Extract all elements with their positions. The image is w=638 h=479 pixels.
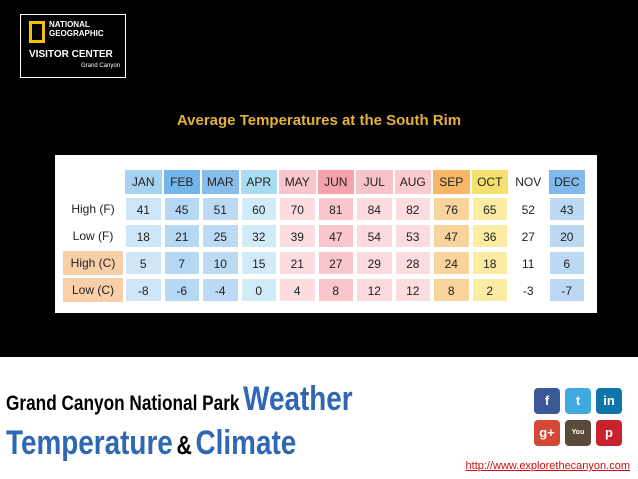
footer-text: Climate [195, 424, 297, 462]
footer-line: Grand Canyon National Park Weather [6, 380, 353, 419]
table-cell: 12 [356, 278, 393, 302]
title: Average Temperatures at the South Rim [176, 112, 462, 129]
column-header: JAN [125, 170, 162, 194]
row-label: High (C) [63, 251, 123, 275]
logo: NATIONAL GEOGRAPHIC VISITOR CENTER Grand… [20, 14, 126, 78]
table-cell: -8 [125, 278, 162, 302]
logo-text: NATIONAL [49, 20, 90, 29]
table-cell: 76 [433, 197, 470, 221]
table-cell: 39 [279, 224, 316, 248]
table-cell: 27 [317, 251, 354, 275]
logo-text: VISITOR CENTER [29, 49, 113, 60]
column-header: FEB [163, 170, 200, 194]
table-cell: 53 [394, 224, 431, 248]
column-header: DEC [548, 170, 585, 194]
column-header: MAR [202, 170, 239, 194]
social-icon: p [596, 420, 622, 446]
column-header: JUN [317, 170, 354, 194]
footer-text: Temperature [6, 424, 173, 462]
column-header: JUL [356, 170, 393, 194]
social-icon: t [565, 388, 591, 414]
table-cell: 54 [356, 224, 393, 248]
table-cell: -4 [202, 278, 239, 302]
table-cell: -3 [510, 278, 547, 302]
column-header: APR [240, 170, 277, 194]
table-cell: 24 [433, 251, 470, 275]
logo-text: Grand Canyon [81, 63, 121, 69]
table-cell: 0 [240, 278, 277, 302]
footer-text: Weather [243, 380, 353, 418]
table-cell: 6 [548, 251, 585, 275]
table-cell: 41 [125, 197, 162, 221]
table-cell: 84 [356, 197, 393, 221]
table-cell: 70 [279, 197, 316, 221]
table-cell: 8 [433, 278, 470, 302]
table-cell: 51 [202, 197, 239, 221]
footer-text: Grand Canyon National Park [6, 392, 240, 415]
table-cell: 4 [279, 278, 316, 302]
table-cell: 47 [433, 224, 470, 248]
table-cell: 18 [471, 251, 508, 275]
social-icon: You Tube [565, 420, 591, 446]
table-cell: -7 [548, 278, 585, 302]
footer-line: Temperature & Climate [6, 424, 296, 463]
table-cell: 25 [202, 224, 239, 248]
row-label: Low (F) [63, 224, 123, 248]
column-header: SEP [433, 170, 470, 194]
table-cell: 43 [548, 197, 585, 221]
column-header: NOV [510, 170, 547, 194]
table-cell: 36 [471, 224, 508, 248]
table-cell: 11 [510, 251, 547, 275]
table-cell: 21 [163, 224, 200, 248]
table-cell: 15 [240, 251, 277, 275]
table-cell: 10 [202, 251, 239, 275]
column-header: MAY [279, 170, 316, 194]
table-cell: 32 [240, 224, 277, 248]
social-icon: f [534, 388, 560, 414]
table-cell: 5 [125, 251, 162, 275]
social-icon: g+ [534, 420, 560, 446]
logo-text: GEOGRAPHIC [49, 29, 104, 38]
footer-text: & [176, 430, 192, 460]
table-cell: 7 [163, 251, 200, 275]
column-header: AUG [394, 170, 431, 194]
table-cell: 21 [279, 251, 316, 275]
table-cell: 2 [471, 278, 508, 302]
table-cell: 29 [356, 251, 393, 275]
table-cell: 28 [394, 251, 431, 275]
table-cell: 12 [394, 278, 431, 302]
row-label: High (F) [63, 197, 123, 221]
table-cell: 52 [510, 197, 547, 221]
table-cell: 65 [471, 197, 508, 221]
table-cell: 82 [394, 197, 431, 221]
table-cell: 60 [240, 197, 277, 221]
table-cell: 18 [125, 224, 162, 248]
url[interactable]: http://www.explorethecanyon.com [465, 460, 630, 472]
row-label: Low (C) [63, 278, 123, 302]
social-icon: in [596, 388, 622, 414]
table-cell: 47 [317, 224, 354, 248]
table-cell: 81 [317, 197, 354, 221]
table-cell: 20 [548, 224, 585, 248]
table: JAN FEB MAR APR MAY JUN JUL AUG SEP OCT NOV DEC High… [55, 155, 597, 313]
table-cell: 8 [317, 278, 354, 302]
table-cell: 45 [163, 197, 200, 221]
table-cell: -6 [163, 278, 200, 302]
table-cell: 27 [510, 224, 547, 248]
column-header: OCT [471, 170, 508, 194]
